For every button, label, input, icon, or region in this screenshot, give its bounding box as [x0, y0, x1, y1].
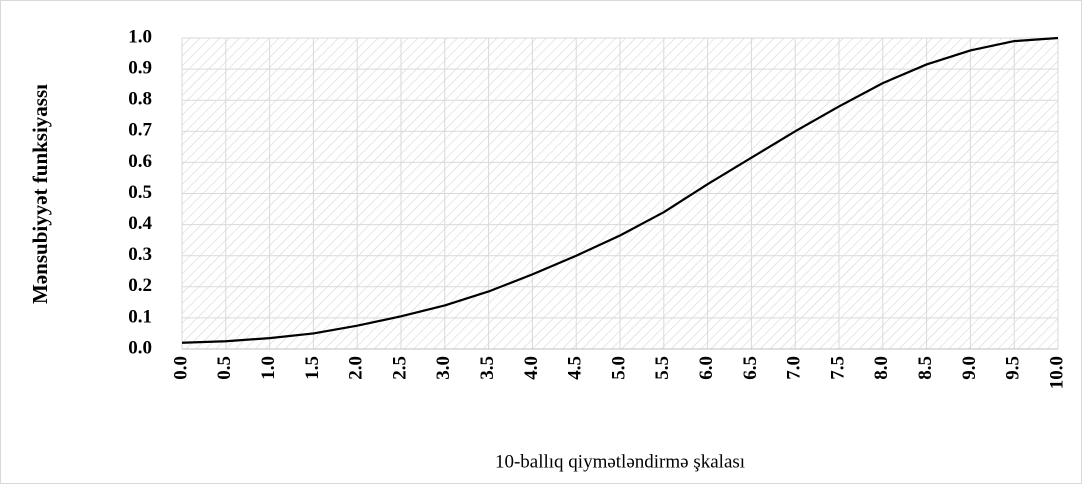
x-tick-label: 3.5	[477, 356, 498, 380]
x-tick-label: 8.5	[915, 356, 936, 380]
y-tick-label: 0.0	[128, 337, 152, 358]
x-tick-label: 7.5	[827, 356, 848, 380]
x-tick-label: 3.0	[433, 356, 454, 380]
x-tick-label: 0.0	[170, 356, 191, 380]
x-tick-label: 0.5	[214, 356, 235, 380]
x-tick-label: 10.0	[1046, 356, 1067, 389]
data-line	[181, 36, 1059, 344]
x-tick-label: 8.0	[871, 356, 892, 380]
x-axis-title: 10-ballıq qiymətləndirmə şkalası	[495, 451, 745, 472]
y-tick-label: 0.9	[128, 57, 152, 78]
x-tick-label: 1.5	[302, 356, 323, 380]
x-tick-label: 5.0	[608, 356, 629, 380]
x-tick-label: 5.5	[652, 356, 673, 380]
y-tick-label: 0.4	[128, 213, 152, 234]
x-tick-label: 9.5	[1003, 356, 1024, 380]
y-tick-label: 0.2	[128, 275, 152, 296]
y-tick-label: 0.1	[128, 306, 152, 327]
y-tick-label: 0.5	[128, 182, 152, 203]
x-tick-label: 6.5	[740, 356, 761, 380]
y-tick-label: 0.6	[128, 151, 152, 172]
x-tick-label: 7.0	[784, 356, 805, 380]
x-tick-label: 6.0	[696, 356, 717, 380]
x-tick-label: 1.0	[258, 356, 279, 380]
y-tick-label: 1.0	[128, 26, 152, 47]
y-tick-label: 0.3	[128, 244, 152, 265]
x-tick-label: 2.0	[346, 356, 367, 380]
x-tick-label: 4.0	[521, 356, 542, 380]
y-tick-label: 0.8	[128, 89, 152, 110]
x-tick-label: 2.5	[389, 356, 410, 380]
x-tick-label: 4.5	[565, 356, 586, 380]
y-axis-title: Mənsubiyyət funksiyassı	[28, 84, 52, 304]
y-tick-label: 0.7	[128, 120, 152, 141]
x-tick-label: 9.0	[959, 356, 980, 380]
